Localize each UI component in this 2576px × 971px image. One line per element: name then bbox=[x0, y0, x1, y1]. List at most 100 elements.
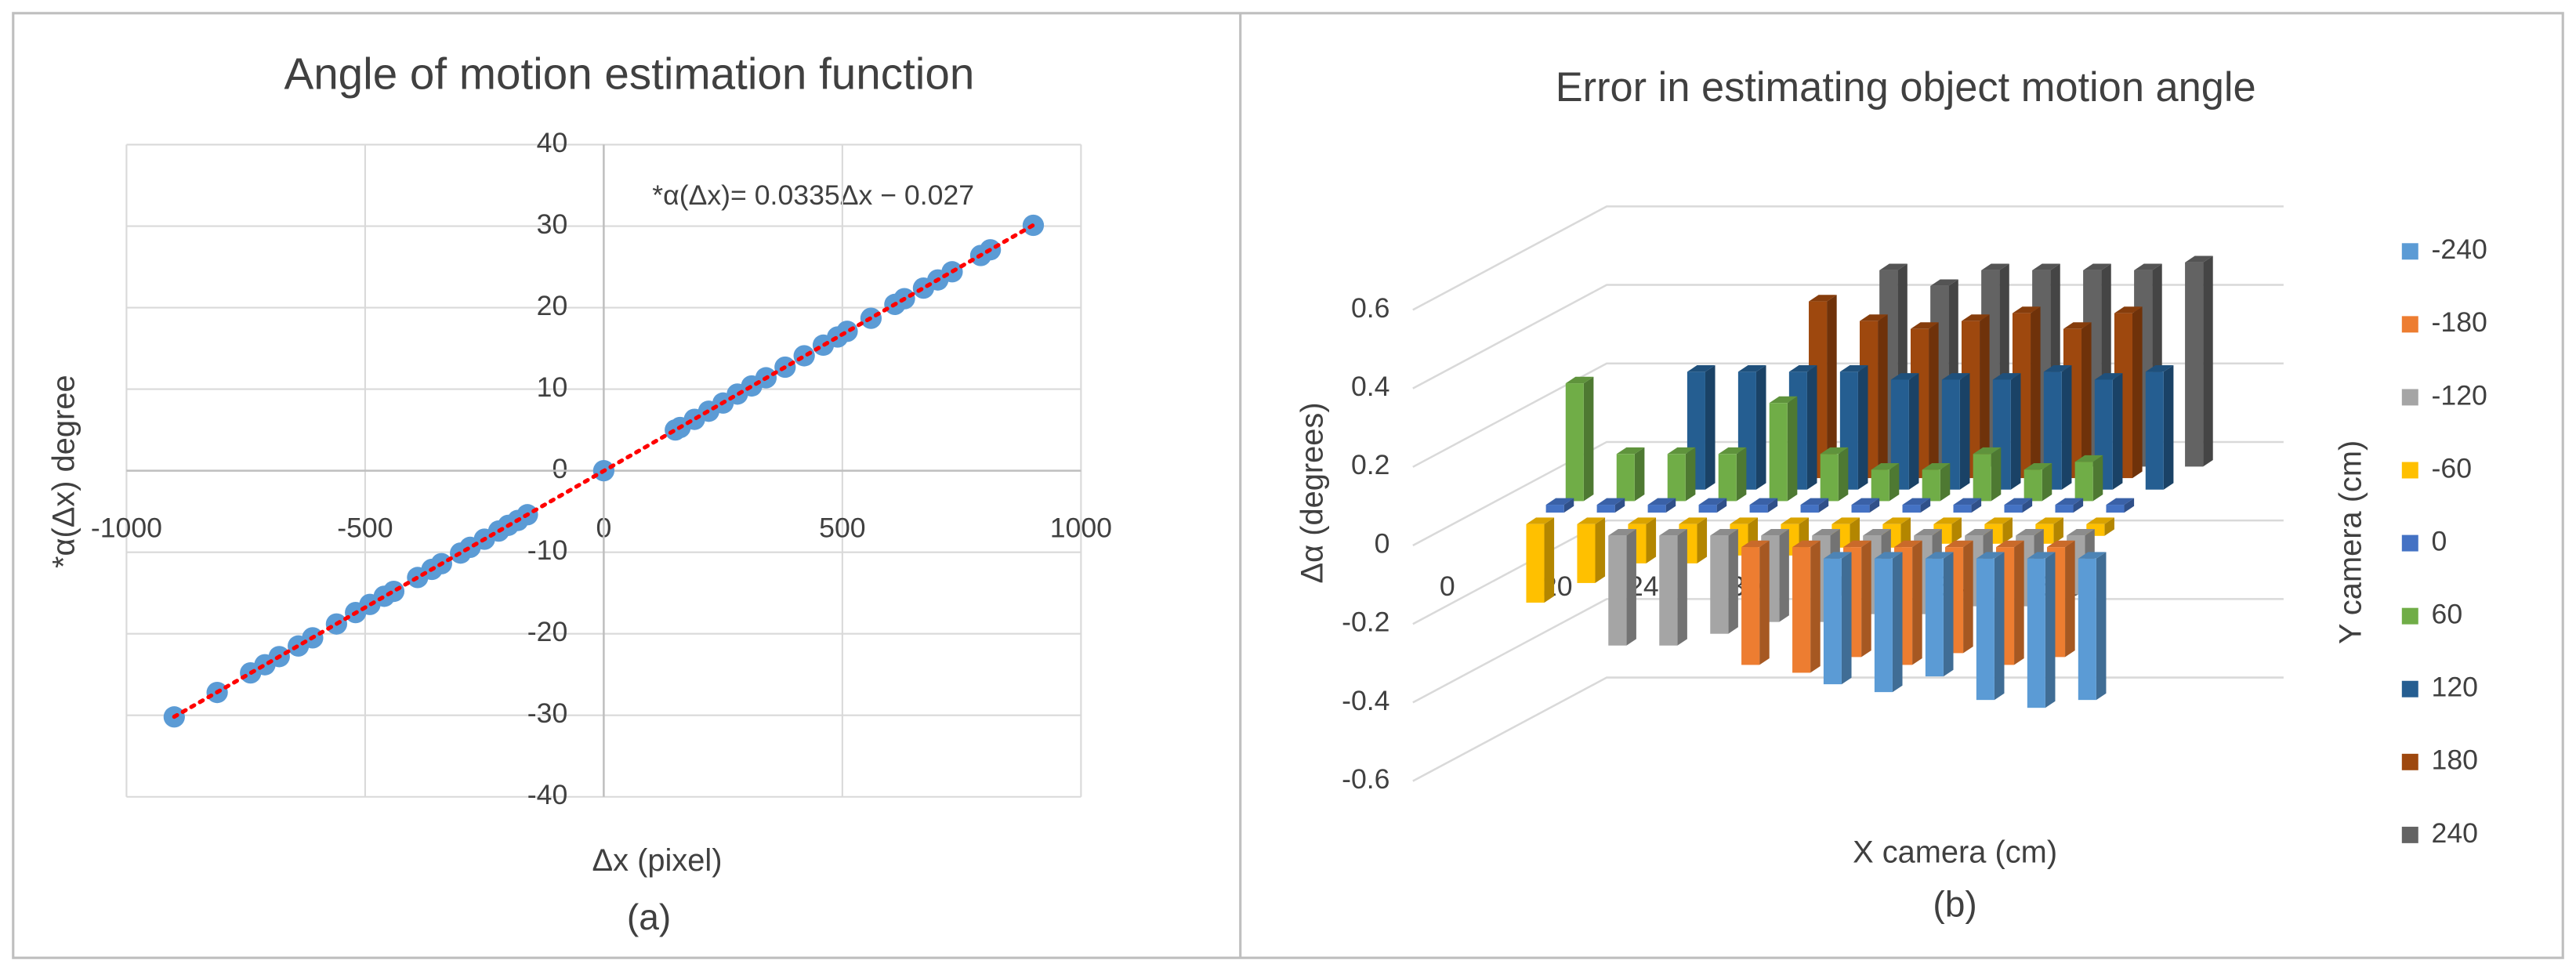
bar-side bbox=[2022, 498, 2033, 513]
bar-top bbox=[1981, 263, 2009, 270]
bar bbox=[1823, 552, 1852, 685]
frame bbox=[12, 12, 2564, 959]
bar bbox=[1577, 517, 1606, 583]
bar-top bbox=[2078, 552, 2107, 559]
bar-top bbox=[1894, 540, 1922, 548]
bar-front bbox=[1710, 535, 1729, 634]
bar-top bbox=[1941, 373, 1970, 380]
bar-top bbox=[1871, 462, 1900, 470]
bar-side bbox=[1563, 498, 1574, 513]
y-tick-label: -0.6 bbox=[1342, 763, 1389, 795]
bar-side bbox=[1595, 517, 1606, 583]
bar-side bbox=[2053, 517, 2063, 544]
bar-side bbox=[2203, 255, 2213, 467]
bar-front bbox=[1741, 547, 1760, 665]
bar-top bbox=[1608, 529, 1636, 536]
bar-top bbox=[1992, 373, 2021, 380]
bar-top bbox=[1800, 498, 1829, 505]
bar-side bbox=[1980, 314, 1990, 479]
bar-top bbox=[1996, 540, 2024, 548]
bar-front bbox=[1545, 505, 1564, 513]
bar-top bbox=[1874, 552, 1903, 559]
y-tick-label: 10 bbox=[537, 371, 568, 403]
bar bbox=[2043, 365, 2072, 490]
bar-top bbox=[2114, 306, 2143, 313]
bar-top bbox=[1647, 498, 1676, 505]
bar-side bbox=[2014, 540, 2024, 665]
bar-side bbox=[1818, 498, 1829, 513]
bar-top bbox=[2063, 322, 2092, 329]
bar-side bbox=[2081, 322, 2092, 479]
bar-top bbox=[1809, 295, 1837, 302]
bar-side bbox=[1810, 540, 1821, 673]
bar-top bbox=[1945, 540, 1973, 548]
bar-top bbox=[1577, 517, 1606, 524]
legend-label: -60 bbox=[2432, 452, 2473, 484]
bar bbox=[1820, 447, 1849, 502]
grid-line bbox=[1412, 205, 2284, 311]
bar-top bbox=[1863, 529, 1891, 536]
bar-front bbox=[1526, 524, 1545, 603]
chart-title: Angle of motion estimation function bbox=[284, 49, 974, 99]
bar-front bbox=[1698, 505, 1717, 513]
bar bbox=[1851, 498, 1880, 513]
bar-front bbox=[1976, 558, 1994, 701]
bar bbox=[1741, 540, 1770, 665]
legend-swatch bbox=[2401, 534, 2418, 552]
point bbox=[382, 580, 405, 603]
bar bbox=[1800, 498, 1829, 513]
bar-top bbox=[1667, 447, 1696, 455]
bar-side bbox=[2042, 462, 2052, 502]
bar-side bbox=[2073, 498, 2084, 513]
y-tick-label: -30 bbox=[527, 697, 567, 729]
y-tick-label: 40 bbox=[537, 127, 568, 158]
bar-side bbox=[2092, 455, 2103, 502]
bar-top bbox=[1749, 498, 1778, 505]
bar-top bbox=[1781, 517, 1810, 524]
bar-top bbox=[2134, 263, 2162, 270]
bar-side bbox=[2065, 540, 2075, 658]
trendline bbox=[172, 223, 1036, 719]
bar bbox=[1902, 498, 1931, 513]
bar-side bbox=[1900, 517, 1911, 548]
bar-top bbox=[2185, 255, 2213, 263]
bar-side bbox=[2163, 365, 2174, 490]
bar-side bbox=[1889, 462, 1900, 502]
bar-top bbox=[1902, 498, 1931, 505]
bar-top bbox=[1526, 517, 1555, 524]
x-tick-label: -1000 bbox=[91, 513, 162, 544]
bar bbox=[2145, 365, 2174, 490]
bar-side bbox=[1767, 498, 1778, 513]
bar-front bbox=[1718, 454, 1737, 502]
bar-top bbox=[1698, 498, 1727, 505]
legend-swatch bbox=[2401, 826, 2418, 843]
bar-top bbox=[1687, 365, 1716, 372]
y-tick-label: -20 bbox=[527, 616, 567, 647]
bar-side bbox=[1677, 529, 1687, 646]
legend-swatch bbox=[2401, 462, 2418, 479]
legend-title: Y camera (cm) bbox=[2333, 440, 2368, 644]
bar-side bbox=[1951, 517, 1962, 544]
bar-top bbox=[2004, 498, 2033, 505]
y-axis-title: Δα (degrees) bbox=[1295, 402, 1330, 583]
bar-top bbox=[1860, 314, 1888, 321]
bar bbox=[2078, 552, 2107, 701]
bar-top bbox=[2035, 517, 2063, 524]
bar-side bbox=[1705, 365, 1716, 490]
bar-top bbox=[1984, 517, 2013, 524]
bar-front bbox=[2106, 505, 2125, 513]
bar-front bbox=[2023, 469, 2042, 502]
bar bbox=[2055, 498, 2084, 513]
bar-top bbox=[1879, 263, 1908, 270]
bar bbox=[1925, 552, 1954, 677]
bar-top bbox=[1737, 365, 1766, 372]
y-tick-label: 20 bbox=[537, 290, 568, 321]
bar-front bbox=[2185, 262, 2204, 467]
bar-side bbox=[1908, 373, 1919, 490]
bar-top bbox=[2046, 540, 2075, 548]
bar-front bbox=[2145, 371, 2164, 490]
bar-top bbox=[1792, 540, 1821, 548]
bar-side bbox=[2061, 365, 2072, 490]
bar-side bbox=[1869, 498, 1880, 513]
bar-side bbox=[1912, 540, 1922, 665]
